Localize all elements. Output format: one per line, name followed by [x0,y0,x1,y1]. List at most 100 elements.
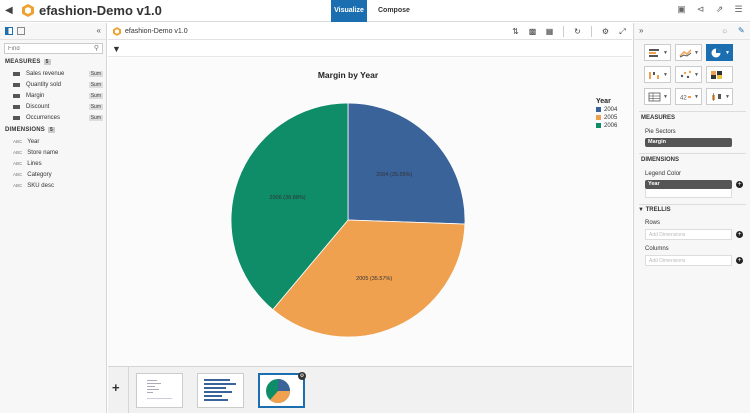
chevron-down-icon: ▼ [638,207,644,213]
pie-slice-2005[interactable] [272,219,466,338]
measures-section-title: MEASURES [641,115,676,121]
rows-drop-zone[interactable]: Add Dimensions [645,229,732,240]
trellis-section-title[interactable]: ▼ TRELLIS [638,207,671,213]
share-icon[interactable]: ⊲ [696,4,705,14]
add-rows-icon[interactable]: + [736,231,743,238]
measure-item[interactable]: Discount Sum [13,102,103,112]
gear-icon[interactable]: ⚙ [601,27,610,36]
tab-visualize[interactable]: Visualize [331,0,367,22]
table-chart-type-button[interactable]: ▼ [644,88,671,105]
list-view-icon[interactable] [17,27,25,35]
chevron-down-icon: ▼ [663,50,668,56]
bar-chart-type-button[interactable]: ▼ [644,44,671,61]
legend-item-2006[interactable]: 2006 [596,122,617,130]
dimension-item[interactable]: ABC SKU desc [13,183,54,189]
dimension-item[interactable]: ABC Store name [13,150,59,156]
columns-drop-zone[interactable]: Add Dimensions [645,255,732,266]
export-icon[interactable]: ⇗ [715,4,724,14]
measure-icon [13,83,20,87]
document-logo-icon [113,27,121,36]
add-chart-button[interactable]: + [112,380,120,395]
expand-panel-icon[interactable]: » [639,26,644,35]
numeric-point-type-button[interactable]: 42 ▼ [675,88,702,105]
builder-panel: » ☼ ✎ ▼ ▼ ▼ ▼ ▼ ▼ 42 ▼ ▼ MEASURES Pie Se… [633,23,750,413]
app-title: efashion-Demo v1.0 [39,3,162,18]
pie-sectors-measure[interactable]: Margin [645,138,732,147]
chart-legend: Year 2004 2005 2006 [596,98,617,130]
pie-slice-2006[interactable] [230,102,349,311]
calculation-icon[interactable]: ▦ [545,27,554,36]
thumbnail-gear-icon[interactable]: ⚙ [298,372,306,380]
fullscreen-icon[interactable]: ⤢ [619,27,626,36]
filter-bar: ▼ [108,41,632,57]
slice-label-2005: 2005 (35.57%) [356,275,393,282]
heatmap-chart-type-button[interactable] [706,66,733,83]
thumbnail-preview [147,380,172,399]
legend-swatch [596,114,601,120]
measure-icon [13,72,20,76]
pie-sectors-label: Pie Sectors [645,129,676,135]
rows-label: Rows [645,220,661,226]
pie-slice-2004[interactable] [347,102,466,225]
brush-icon[interactable]: ✎ [738,26,745,35]
box-plot-type-button[interactable]: ▼ [706,88,733,105]
thumbnail-chart-1[interactable] [136,373,183,408]
scatter-chart-type-button[interactable]: ▼ [675,66,702,83]
thumbnail-preview [204,379,236,401]
waterfall-chart-type-button[interactable]: ▼ [644,66,671,83]
section-divider [639,111,746,112]
add-dimension-icon[interactable]: + [736,181,743,188]
measure-icon [13,116,20,120]
measure-icon [13,94,20,98]
thumbnail-chart-2[interactable] [197,373,244,408]
dimension-item[interactable]: ABC Year [13,139,40,145]
chart-canvas: Margin by Year 2004 (25.55%) 2005 (35.57… [108,58,632,366]
line-chart-type-button[interactable]: ▼ [675,44,702,61]
columns-label: Columns [645,246,669,252]
legend-item-2004[interactable]: 2004 [596,106,617,114]
legend-item-2005[interactable]: 2005 [596,114,617,122]
measure-icon [13,105,20,109]
slice-label-2004: 2004 (25.55%) [376,172,413,179]
settings-icon[interactable]: ☰ [734,4,743,14]
tab-compose[interactable]: Compose [378,7,410,14]
add-columns-icon[interactable]: + [736,257,743,264]
refresh-icon[interactable]: ↻ [574,27,581,36]
find-input[interactable] [4,43,103,54]
app-logo-icon [22,4,34,17]
chevron-down-icon: ▼ [694,94,699,100]
measure-item[interactable]: Margin Sum [13,91,103,101]
legend-color-dimension[interactable]: Year [645,180,732,189]
slice-label-2006: 2006 (38.88%) [269,194,306,201]
measure-item[interactable]: Sales revenue Sum [13,69,103,79]
top-bar: ◀ efashion-Demo v1.0 Visualize Compose ▣… [0,0,750,22]
dimension-item[interactable]: ABC Category [13,172,52,178]
pie-chart [230,102,466,338]
search-icon: ⚲ [93,45,99,52]
thumbnail-preview [266,379,291,404]
back-arrow-icon[interactable]: ◀ [5,5,13,16]
rank-icon[interactable]: ▩ [528,27,537,36]
lightbulb-icon[interactable]: ☼ [721,26,729,35]
measure-item[interactable]: Occurrences Sum [13,113,103,123]
thumbnail-chart-3[interactable]: ⚙ [258,372,306,408]
legend-color-drop-zone[interactable] [645,189,732,198]
data-view-icon[interactable] [5,27,13,35]
section-divider [639,153,746,154]
dimension-item[interactable]: ABC Lines [13,161,42,167]
chevron-down-icon: ▼ [663,94,668,100]
chart-title: Margin by Year [317,70,379,80]
pie-chart-type-button[interactable]: ▼ [706,44,733,61]
section-divider [639,204,746,205]
dimensions-section-title: DIMENSIONS [641,157,680,163]
collapse-panel-icon[interactable]: « [96,26,101,35]
sort-icon[interactable]: ⇅ [512,27,519,36]
save-icon[interactable]: ▣ [677,4,686,14]
legend-swatch [596,122,601,128]
chevron-down-icon: ▼ [694,50,699,56]
filter-icon[interactable]: ▼ [112,44,121,54]
chevron-down-icon: ▼ [725,50,730,56]
measure-item[interactable]: Quantity sold Sum [13,80,103,90]
dimensions-header: DIMENSIONS 5 [5,127,55,133]
